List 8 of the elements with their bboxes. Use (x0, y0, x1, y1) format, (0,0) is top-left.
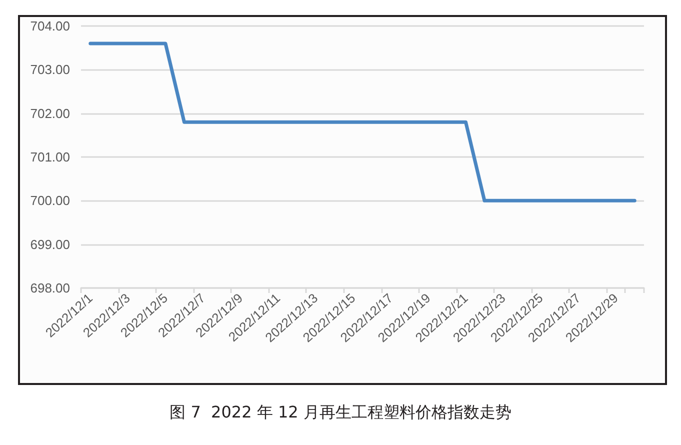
y-tick-label: 699.00 (30, 236, 70, 252)
caption: 图 7 2022 年 12 月再生工程塑料价格指数走势 (170, 402, 512, 422)
y-tick-label: 702.00 (30, 106, 70, 121)
y-tick-label: 698.00 (30, 280, 70, 296)
y-tick-label: 704.00 (30, 18, 70, 34)
y-tick-label: 700.00 (30, 193, 70, 208)
y-tick-label: 701.00 (30, 150, 70, 164)
y-tick-label: 703.00 (30, 62, 70, 78)
